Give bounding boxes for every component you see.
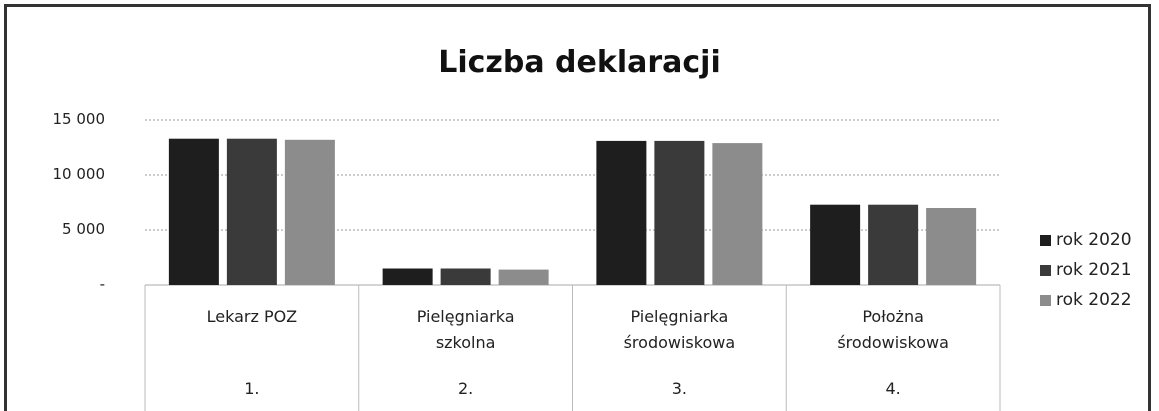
bar <box>926 208 977 285</box>
x-tick-number: 2. <box>457 379 474 398</box>
x-tick-number: 4. <box>885 379 901 398</box>
x-tick-label: Pielęgniarka środowiskowa <box>623 307 736 352</box>
x-tick-number: 3. <box>671 379 687 398</box>
bar <box>868 204 919 285</box>
x-tick-label: Położna środowiskowa <box>837 307 949 352</box>
bar <box>712 143 763 285</box>
y-tick-label: 10 000 <box>52 165 106 183</box>
chart-title: Liczba deklaracji <box>438 45 721 80</box>
x-tick-label: Pielęgniarka szkolna <box>416 307 515 352</box>
x-tick-label: Lekarz POZ <box>206 307 298 326</box>
y-tick-label: 5 000 <box>62 220 105 238</box>
bar <box>382 268 433 285</box>
bar <box>810 204 861 285</box>
bar <box>654 140 705 285</box>
legend-label: rok 2021 <box>1056 260 1132 280</box>
bar <box>226 138 277 285</box>
y-tick-label: - <box>99 275 105 293</box>
bar <box>440 268 491 285</box>
bar <box>596 140 647 285</box>
legend-label: rok 2022 <box>1056 290 1132 310</box>
legend-label: rok 2020 <box>1056 230 1132 250</box>
bar <box>498 269 549 285</box>
legend-swatch <box>1040 294 1051 306</box>
legend-swatch <box>1040 264 1051 276</box>
legend-swatch <box>1040 234 1051 246</box>
x-tick-number: 1. <box>244 379 260 398</box>
legend-item: rok 2021 <box>1040 260 1132 280</box>
legend-item: rok 2022 <box>1040 290 1132 310</box>
y-tick-label: 15 000 <box>52 110 106 128</box>
chart-frame <box>4 4 1151 411</box>
bar <box>168 138 219 285</box>
bar <box>284 139 335 285</box>
legend-item: rok 2020 <box>1040 230 1132 250</box>
